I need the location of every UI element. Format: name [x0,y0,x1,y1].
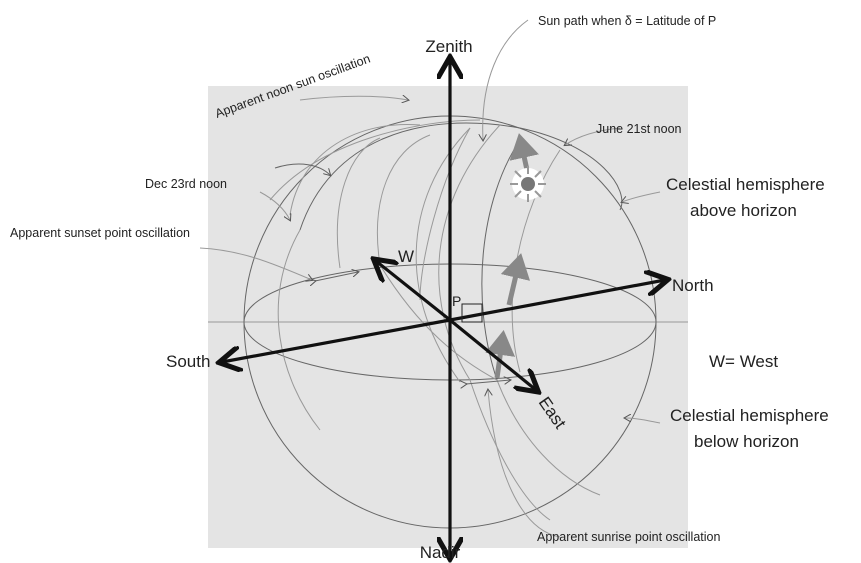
dec-noon-label: Dec 23rd noon [145,177,227,191]
june-noon-label: June 21st noon [596,122,682,136]
west-note: W= West [709,352,778,371]
north-label: North [672,276,714,295]
west-label: W [398,247,414,266]
south-label: South [166,352,210,371]
sunrise-oscillation-label: Apparent sunrise point oscillation [537,530,720,544]
sun-path-label: Sun path when δ = Latitude of P [538,14,716,28]
nadir-label: Nadir [420,543,461,562]
below-horizon-line-1: Celestial hemisphere [670,406,829,425]
above-horizon-line-2: above horizon [690,201,797,220]
zenith-label: Zenith [425,37,472,56]
diagram: Zenith Nadir North South East W P W= Wes… [0,0,861,563]
point-label: P [452,293,461,309]
sun-icon [510,166,546,202]
above-horizon-line-1: Celestial hemisphere [666,175,825,194]
below-horizon-line-2: below horizon [694,432,799,451]
sunset-oscillation-label: Apparent sunset point oscillation [10,226,190,240]
